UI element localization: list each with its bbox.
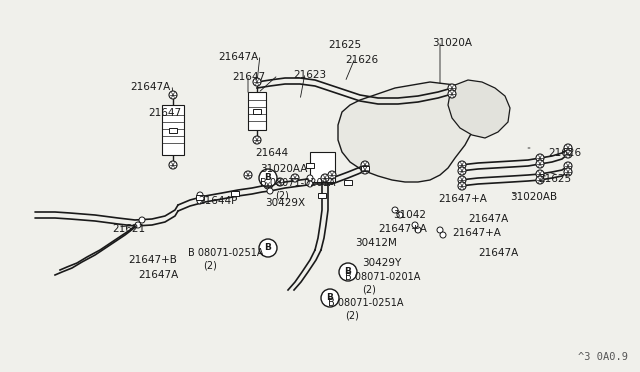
- FancyBboxPatch shape: [162, 105, 184, 155]
- Text: 21647A: 21647A: [468, 214, 508, 224]
- Polygon shape: [338, 82, 475, 182]
- Circle shape: [536, 176, 544, 184]
- Text: 21626: 21626: [345, 55, 378, 65]
- Circle shape: [458, 167, 466, 175]
- Circle shape: [361, 161, 369, 169]
- Circle shape: [564, 144, 572, 152]
- Text: 21647A: 21647A: [130, 82, 170, 92]
- Bar: [169, 128, 177, 133]
- Circle shape: [564, 168, 572, 176]
- Text: B: B: [326, 294, 333, 302]
- Circle shape: [139, 217, 145, 223]
- Text: 21644: 21644: [255, 148, 288, 158]
- Circle shape: [448, 84, 456, 92]
- Circle shape: [458, 182, 466, 190]
- Text: 21647: 21647: [148, 108, 181, 118]
- Bar: [361, 166, 369, 171]
- Text: 21647A: 21647A: [138, 270, 179, 280]
- Text: 21625: 21625: [538, 174, 571, 184]
- Bar: [318, 193, 326, 198]
- Circle shape: [536, 170, 544, 178]
- Text: 31042: 31042: [393, 210, 426, 220]
- Text: 21647: 21647: [232, 72, 265, 82]
- Text: ^3 0A0.9: ^3 0A0.9: [578, 352, 628, 362]
- Circle shape: [197, 192, 203, 198]
- Text: 21626: 21626: [548, 148, 581, 158]
- Circle shape: [267, 188, 273, 194]
- Text: 21647+A: 21647+A: [438, 194, 487, 204]
- Circle shape: [253, 136, 261, 144]
- Circle shape: [448, 90, 456, 98]
- Text: 21625: 21625: [328, 40, 361, 50]
- Circle shape: [328, 171, 336, 179]
- Circle shape: [564, 150, 572, 158]
- Polygon shape: [448, 80, 510, 138]
- FancyBboxPatch shape: [310, 152, 335, 182]
- Text: 21647A: 21647A: [218, 52, 259, 62]
- Circle shape: [536, 154, 544, 162]
- Circle shape: [564, 162, 572, 170]
- Circle shape: [307, 181, 313, 187]
- Circle shape: [276, 178, 284, 186]
- Bar: [231, 191, 239, 196]
- Circle shape: [412, 222, 418, 228]
- Text: (2): (2): [275, 190, 289, 200]
- Circle shape: [437, 227, 443, 233]
- Text: B 08071-0201A: B 08071-0201A: [260, 178, 335, 188]
- Circle shape: [291, 174, 299, 182]
- Text: B 08071-0251A: B 08071-0251A: [328, 298, 403, 308]
- Text: 31020AA: 31020AA: [260, 164, 307, 174]
- Circle shape: [307, 175, 313, 181]
- Text: B: B: [264, 173, 271, 183]
- Text: 31020A: 31020A: [432, 38, 472, 48]
- Text: 21647+A: 21647+A: [452, 228, 501, 238]
- Circle shape: [244, 171, 252, 179]
- Text: B 08071-0251A: B 08071-0251A: [188, 248, 264, 258]
- Text: 30429X: 30429X: [265, 198, 305, 208]
- Circle shape: [415, 227, 421, 233]
- Circle shape: [259, 169, 277, 187]
- Bar: [306, 163, 314, 168]
- Circle shape: [259, 239, 277, 257]
- Text: 21644P: 21644P: [198, 196, 237, 206]
- Text: (2): (2): [362, 284, 376, 294]
- Bar: [344, 180, 352, 185]
- Bar: [253, 109, 261, 114]
- Text: (2): (2): [345, 310, 359, 320]
- Circle shape: [264, 181, 272, 189]
- Circle shape: [339, 263, 357, 281]
- Circle shape: [321, 289, 339, 307]
- Circle shape: [197, 198, 203, 204]
- Text: 21647+A: 21647+A: [378, 224, 427, 234]
- Circle shape: [397, 212, 403, 218]
- Text: B 08071-0201A: B 08071-0201A: [345, 272, 420, 282]
- Circle shape: [458, 176, 466, 184]
- Circle shape: [135, 222, 141, 228]
- Text: 30412M: 30412M: [355, 238, 397, 248]
- Circle shape: [267, 182, 273, 188]
- Text: (2): (2): [203, 260, 217, 270]
- Text: 21647A: 21647A: [478, 248, 518, 258]
- Circle shape: [458, 161, 466, 169]
- Text: 30429Y: 30429Y: [362, 258, 401, 268]
- Circle shape: [392, 207, 398, 213]
- Text: 21647+B: 21647+B: [128, 255, 177, 265]
- Text: B: B: [264, 244, 271, 253]
- Text: 31020AB: 31020AB: [510, 192, 557, 202]
- Circle shape: [169, 91, 177, 99]
- Circle shape: [321, 174, 329, 182]
- Circle shape: [253, 78, 261, 86]
- Text: B: B: [344, 267, 351, 276]
- Text: 21621: 21621: [112, 224, 145, 234]
- Text: 21623: 21623: [293, 70, 326, 80]
- Circle shape: [361, 166, 369, 174]
- FancyBboxPatch shape: [248, 92, 266, 130]
- Bar: [196, 195, 204, 200]
- Circle shape: [440, 232, 446, 238]
- Circle shape: [536, 160, 544, 168]
- Circle shape: [169, 161, 177, 169]
